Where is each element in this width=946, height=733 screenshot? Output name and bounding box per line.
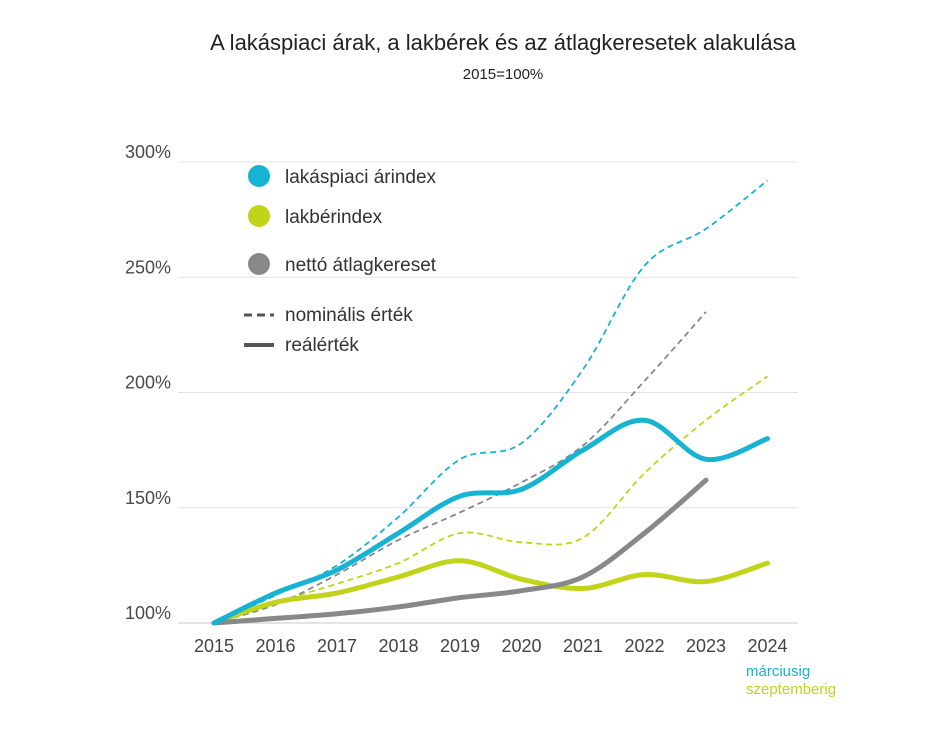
annotation-marciusig: márciusig [746, 663, 810, 680]
legend-marker-lakber [248, 205, 270, 227]
series-line-lakaspiaci-arindex-real [211, 417, 770, 626]
chart-title: A lakáspiaci árak, a lakbérek és az átla… [210, 30, 797, 55]
dashed-series-group [213, 179, 769, 624]
x-tick-label: 2016 [255, 636, 295, 656]
x-tick-label: 2024 [747, 636, 787, 656]
x-tick-label: 2023 [686, 636, 726, 656]
chart-subtitle: 2015=100% [463, 66, 544, 83]
legend-label-real: reálérték [285, 335, 359, 356]
x-tick-label: 2015 [194, 636, 234, 656]
series-line-lakberindex-real [211, 558, 770, 626]
series-line-lakberindex-nominal [213, 375, 769, 624]
x-tick-label: 2021 [563, 636, 603, 656]
legend-marker-lakaspiaci [248, 165, 270, 187]
y-tick-label: 300% [125, 142, 171, 162]
solid-series-group [211, 417, 770, 626]
y-tick-label: 150% [125, 488, 171, 508]
x-tick-label: 2019 [440, 636, 480, 656]
annotation-szeptemberig: szeptemberig [746, 681, 836, 698]
legend-label-lakaspiaci: lakáspiaci árindex [285, 167, 437, 188]
y-axis-ticks: 100% 150% 200% 250% 300% [125, 142, 171, 623]
x-axis-ticks: 2015 2016 2017 2018 2019 2020 2021 2022 2023 2024 [194, 636, 788, 656]
series-line-netto-atlagkereset-real [211, 477, 709, 626]
y-tick-label: 200% [125, 373, 171, 393]
legend-marker-kereset [248, 253, 270, 275]
y-tick-label: 100% [125, 603, 171, 623]
x-tick-label: 2017 [317, 636, 357, 656]
legend: lakáspiaci árindex lakbérindex nettó átl… [244, 165, 437, 356]
y-tick-label: 250% [125, 257, 171, 277]
x-tick-label: 2020 [501, 636, 541, 656]
legend-label-nominal: nominális érték [285, 305, 413, 326]
x-tick-label: 2018 [378, 636, 418, 656]
x-tick-label: 2022 [624, 636, 664, 656]
legend-label-kereset: nettó átlagkereset [285, 255, 437, 276]
legend-label-lakber: lakbérindex [285, 207, 383, 228]
series-line-netto-atlagkereset-nominal [213, 311, 707, 624]
grid [178, 161, 798, 624]
series-line-lakaspiaci-arindex-nominal [213, 179, 769, 624]
